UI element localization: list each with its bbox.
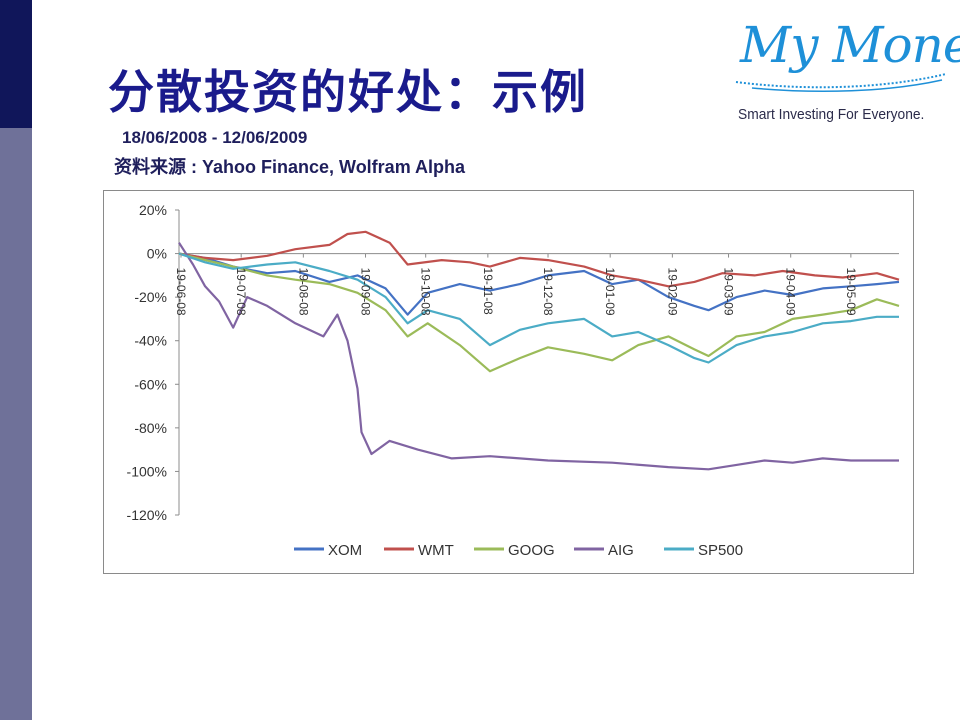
x-tick-label: 19-08-08 [296, 268, 310, 316]
legend-label-aig: AIG [608, 542, 634, 559]
series-line-xom [178, 252, 900, 316]
sidebar-accent-bottom [0, 128, 32, 720]
x-tick-label: 19-04-09 [784, 268, 798, 316]
x-tick-label: 19-10-08 [419, 268, 433, 316]
x-tick-label: 19-06-08 [174, 268, 188, 316]
chart-frame: 20% 0% -20% -40% -60% -80% -100% -120% 19-06-08 1… [103, 190, 914, 574]
logo-text: My Money [740, 16, 960, 74]
y-tick-label: -20% [134, 289, 167, 305]
y-tick-label: -120% [127, 507, 167, 523]
series-line-aig [178, 242, 899, 471]
y-tick-label: 0% [147, 246, 167, 262]
x-tick-label: 19-03-09 [722, 268, 736, 316]
slide-title: 分散投资的好处：示例 [108, 65, 588, 119]
y-tick-label: -40% [134, 333, 167, 349]
series-line-goog [178, 252, 900, 373]
date-range: 18/06/2008 - 12/06/2009 [122, 128, 308, 147]
x-tick-label: 19-05-09 [844, 268, 858, 316]
x-tick-label: 19-09-08 [359, 268, 373, 316]
x-tick-label: 19-11-08 [481, 268, 495, 315]
legend-label-sp500: SP500 [698, 542, 743, 559]
x-tick-label: 19-07-08 [234, 268, 248, 316]
y-tick-label: -80% [134, 420, 167, 436]
x-tick-label: 19-12-08 [541, 268, 555, 316]
logo-tagline: Smart Investing For Everyone. [738, 106, 925, 123]
line-chart: 20% 0% -20% -40% -60% -80% -100% -120% 19-06-08 1… [127, 202, 900, 559]
y-tick-label: 20% [139, 202, 167, 218]
my-money-logo: My Money Smart Investing For Everyone. [728, 10, 960, 132]
legend-label-goog: GOOG [508, 542, 555, 559]
data-source: 资料来源 : Yahoo Finance, Wolfram Alpha [114, 157, 466, 177]
y-tick-label: -100% [127, 463, 167, 479]
x-tick-label: 19-02-09 [665, 268, 679, 316]
y-tick-label: -60% [134, 376, 167, 392]
series-line-sp500 [178, 252, 899, 364]
legend-label-xom: XOM [328, 542, 362, 559]
sidebar-accent-top [0, 0, 32, 128]
series-line-wmt [178, 230, 900, 288]
legend-label-wmt: WMT [418, 542, 454, 559]
x-tick-label: 19-01-09 [603, 268, 617, 316]
logo-swoosh-icon [735, 73, 947, 93]
